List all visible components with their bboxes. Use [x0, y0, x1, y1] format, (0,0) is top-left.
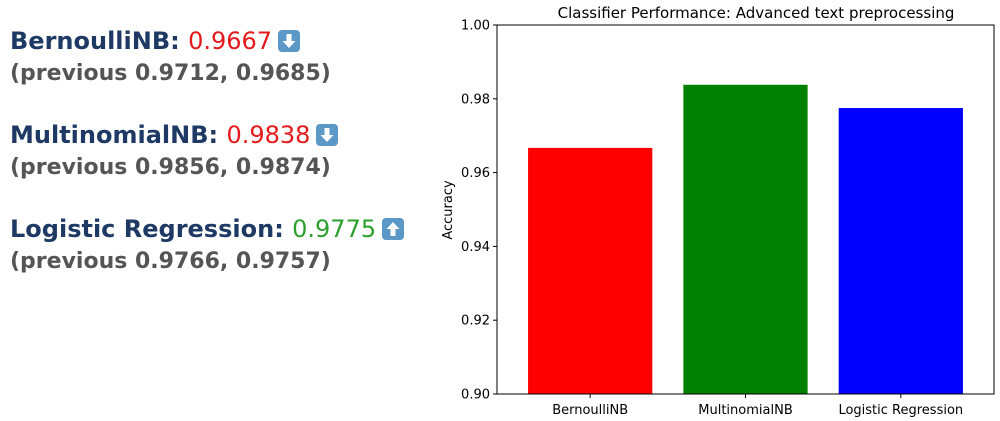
y-axis-ticks: 0.90 0.92 0.94 0.96 0.98 1.00 [461, 19, 497, 403]
result-line: BernoulliNB: 0.9667 [10, 24, 420, 58]
classifier-name: Logistic Regression [10, 215, 275, 243]
chart-title: Classifier Performance: Advanced text pr… [558, 4, 955, 22]
previous-scores: (previous 0.9712, 0.9685) [10, 61, 331, 86]
result-line: Logistic Regression: 0.9775 [10, 212, 420, 246]
previous-scores: (previous 0.9766, 0.9757) [10, 249, 331, 274]
result-line: MultinomialNB: 0.9838 [10, 118, 420, 152]
x-tick-label: MultinomialNB [698, 403, 792, 418]
classifier-score: 0.9775 [292, 215, 377, 243]
y-tick-label: 0.92 [461, 314, 490, 329]
up-arrow-icon [382, 218, 405, 240]
down-arrow-icon [316, 124, 339, 146]
results-panel: BernoulliNB: 0.9667 (previous 0.9712, 0.… [10, 24, 420, 306]
y-tick-label: 1.00 [461, 19, 490, 34]
x-tick-label: Logistic Regression [838, 403, 963, 418]
classifier-name: BernoulliNB [10, 27, 171, 55]
x-axis-ticks: BernoulliNB MultinomialNB Logistic Regress… [552, 394, 963, 418]
result-logistic-regression: Logistic Regression: 0.9775 (previous 0.… [10, 212, 420, 278]
classifier-name: MultinomialNB [10, 121, 209, 149]
y-tick-label: 0.94 [461, 240, 490, 255]
x-tick-label: BernoulliNB [552, 403, 628, 418]
classifier-score: 0.9838 [226, 121, 311, 149]
y-tick-label: 0.96 [461, 166, 490, 181]
result-multinomialnb: MultinomialNB: 0.9838 (previous 0.9856, … [10, 118, 420, 184]
y-tick-label: 0.98 [461, 92, 490, 107]
bar-chart: Classifier Performance: Advanced text pr… [441, 4, 995, 418]
bar-bernoullinb [528, 147, 653, 394]
previous-scores: (previous 0.9856, 0.9874) [10, 155, 331, 180]
y-axis-label: Accuracy [441, 180, 456, 240]
bar-multinomialnb [683, 84, 808, 394]
y-tick-label: 0.90 [461, 388, 490, 403]
plot-frame [496, 24, 995, 395]
bars-group [528, 84, 963, 395]
down-arrow-icon [278, 30, 301, 52]
bar-logistic-regression [838, 108, 963, 395]
result-bernoullinb: BernoulliNB: 0.9667 (previous 0.9712, 0.… [10, 24, 420, 90]
classifier-score: 0.9667 [188, 27, 273, 55]
